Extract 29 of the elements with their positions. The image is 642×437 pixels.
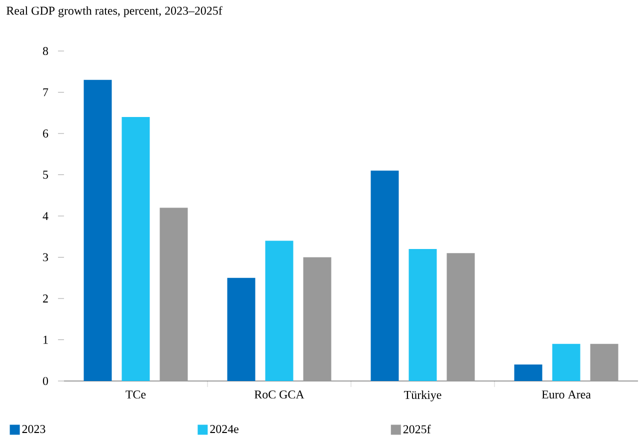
bar	[408, 249, 437, 381]
bar	[122, 117, 150, 381]
x-tick-label: Türkiye	[404, 390, 442, 402]
x-tick-label: RoC GCA	[254, 390, 304, 399]
y-tick-label: 5	[43, 170, 48, 179]
y-tick-label: 1	[44, 336, 48, 344]
y-tick-label: 0	[42, 376, 48, 386]
bar	[265, 240, 294, 381]
legend-label: 2024e	[210, 425, 238, 434]
x-tick-label: Euro Area	[542, 390, 591, 399]
y-tick-label: 8	[42, 46, 48, 56]
legend-label: 2025f	[403, 424, 431, 434]
x-tick-label: TCe	[126, 390, 146, 399]
y-tick-label: 4	[42, 212, 48, 220]
bar	[84, 80, 112, 381]
bar	[590, 344, 618, 381]
bar	[514, 364, 542, 381]
bar	[552, 344, 580, 381]
y-tick-label: 3	[43, 253, 48, 262]
bar	[370, 170, 399, 381]
bar	[446, 253, 475, 381]
y-tick-label: 2	[43, 294, 48, 302]
bar	[303, 257, 332, 381]
legend-label: 2023	[22, 425, 46, 434]
y-tick-label: 7	[43, 88, 48, 96]
bar	[160, 208, 188, 381]
chart-title: Real GDP growth rates, percent, 2023–2025f	[6, 6, 222, 18]
bar	[227, 278, 256, 381]
y-tick-label: 6	[43, 129, 48, 138]
